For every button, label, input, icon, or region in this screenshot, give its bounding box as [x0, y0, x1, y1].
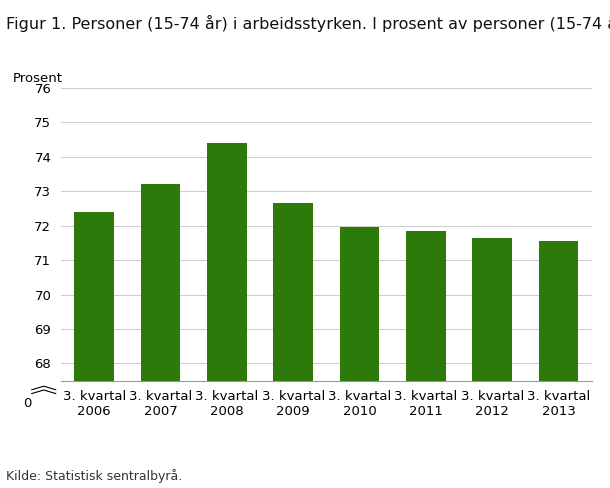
Bar — [472, 238, 512, 488]
Text: Prosent: Prosent — [13, 72, 63, 85]
Bar — [406, 231, 446, 488]
Bar — [273, 203, 313, 488]
Bar — [539, 241, 578, 488]
Text: Kilde: Statistisk sentralbyrå.: Kilde: Statistisk sentralbyrå. — [6, 469, 182, 483]
Bar — [340, 227, 379, 488]
Bar — [74, 212, 114, 488]
Bar — [140, 184, 181, 488]
Bar — [207, 143, 246, 488]
Text: Figur 1. Personer (15-74 år) i arbeidsstyrken. I prosent av personer (15-74 år) : Figur 1. Personer (15-74 år) i arbeidsst… — [6, 15, 610, 32]
Text: 0: 0 — [23, 397, 32, 410]
